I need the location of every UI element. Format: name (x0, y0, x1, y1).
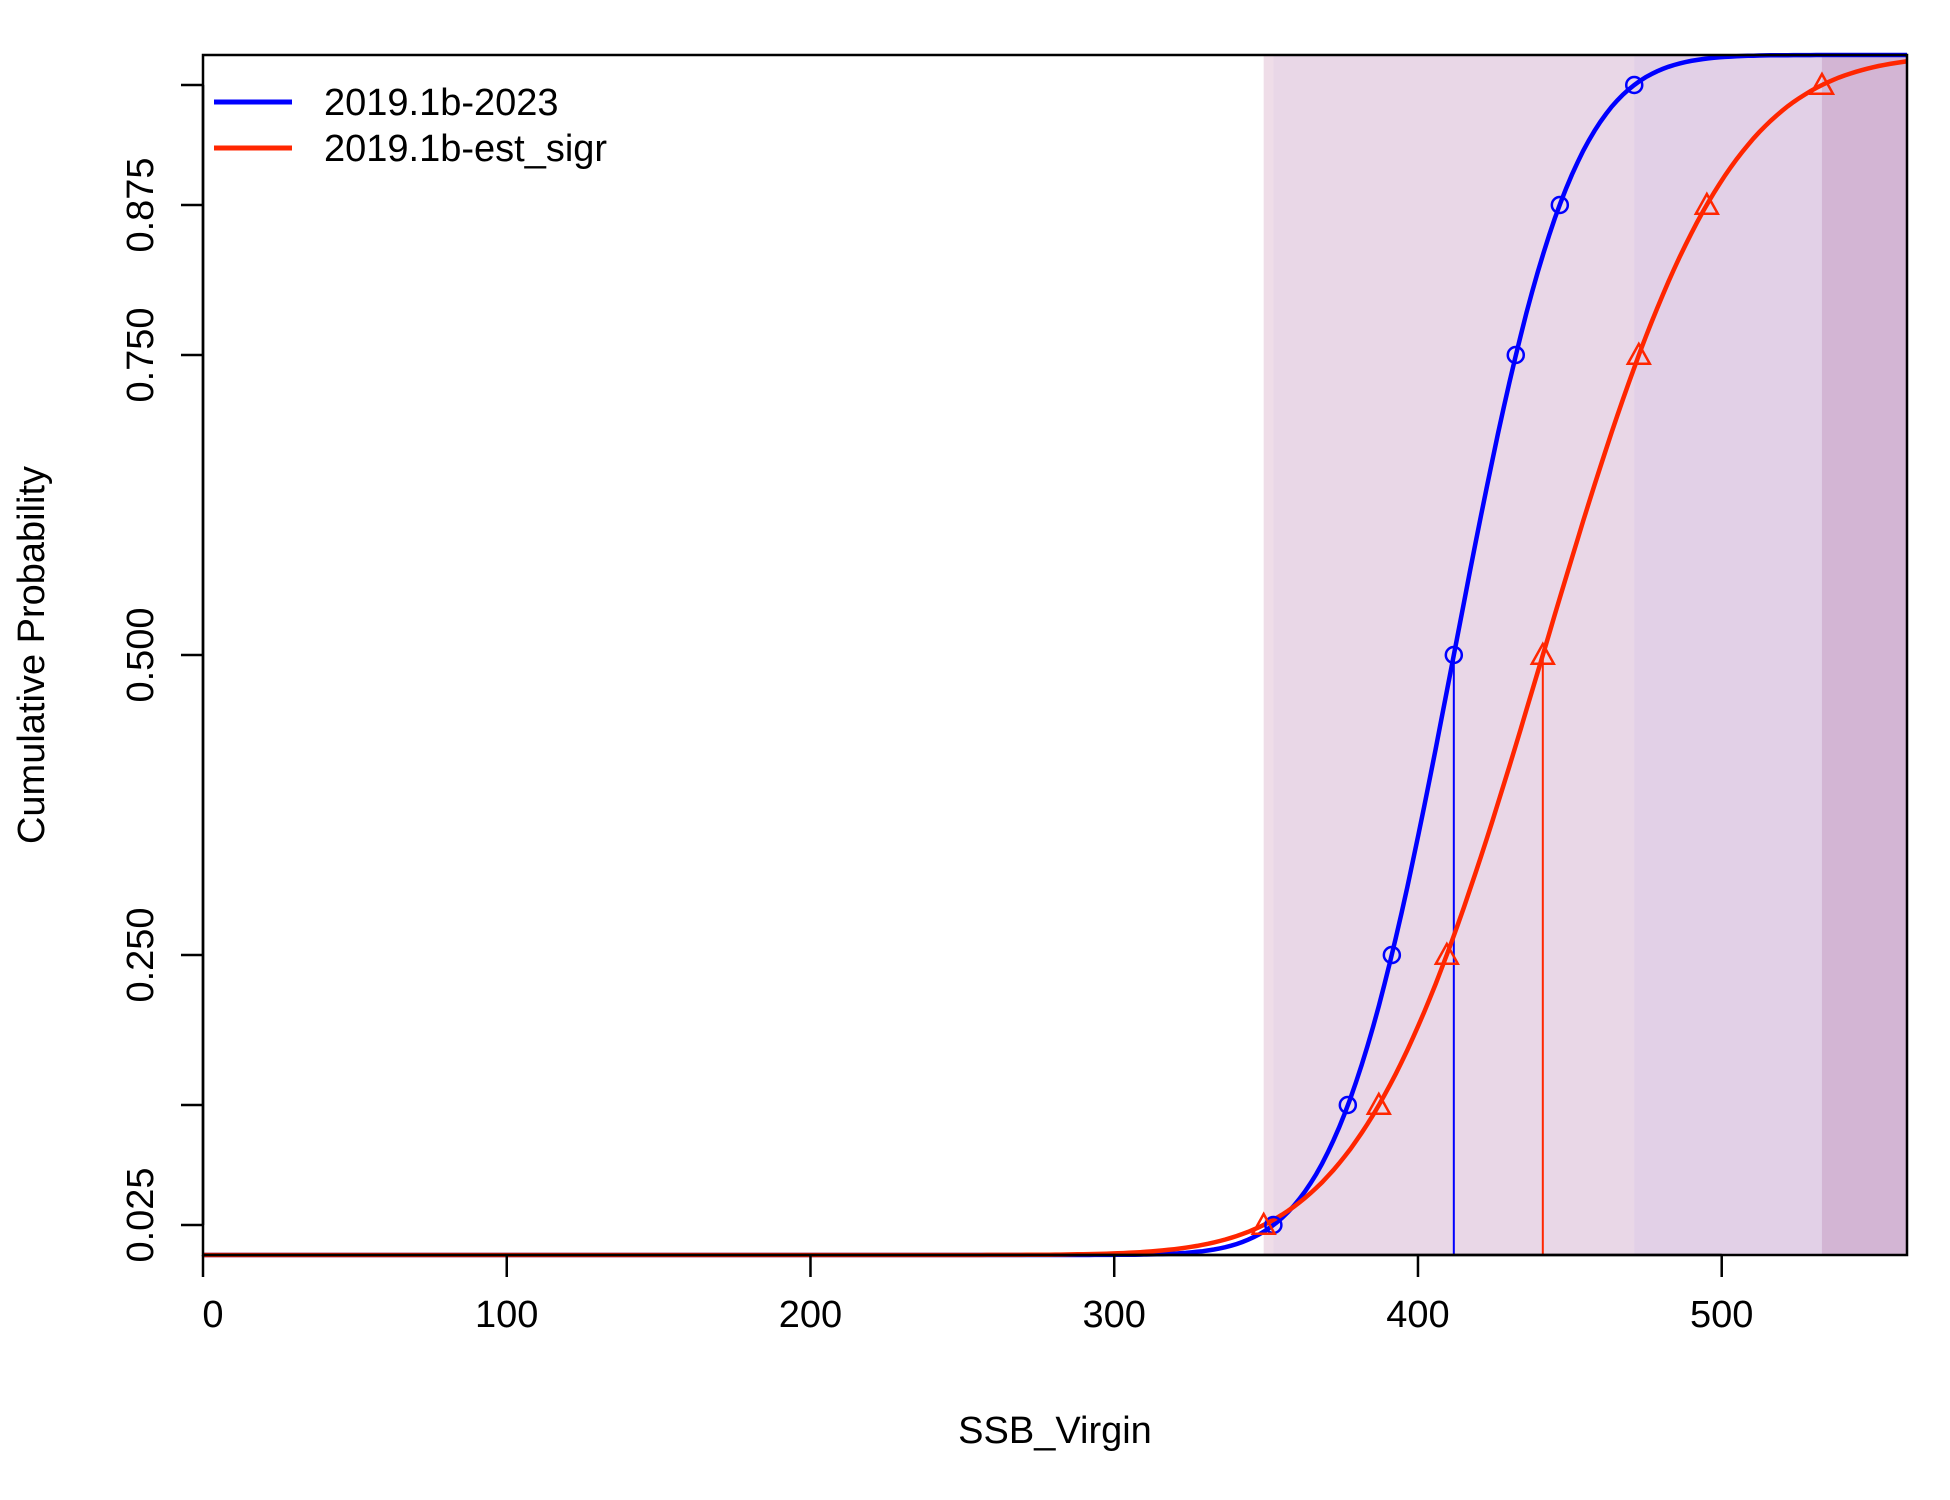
y-axis-label: Cumulative Probability (11, 466, 53, 844)
series-2-tail-fill (1821, 55, 1907, 1255)
series-2-quantile-point (1529, 641, 1556, 666)
x-tick-label: 400 (1386, 1294, 1449, 1336)
y-tick-label: 0.750 (120, 307, 162, 402)
x-tick-label: 500 (1690, 1294, 1753, 1336)
legend-label-series-2: 2019.1b-est_sigr (324, 128, 607, 170)
y-axis: 0.025 0.250 0.500 0.750 0.875 (120, 83, 205, 1263)
series-1-quantile-point (1506, 345, 1526, 365)
series-2-quantile-point (1433, 941, 1460, 966)
quantile-markers (1250, 71, 1836, 1236)
x-tick-label: 200 (779, 1294, 842, 1336)
y-tick-label: 0.875 (120, 157, 162, 252)
series-2-quantile-point (1808, 71, 1836, 96)
x-axis-label: SSB_Virgin (958, 1410, 1152, 1452)
x-tick-label: 300 (1083, 1294, 1146, 1336)
x-tick-label: 0 (202, 1294, 223, 1336)
y-tick-label: 0.250 (120, 907, 162, 1002)
series-2-quantile-point (1250, 1211, 1277, 1236)
series-1-quantile-point (1550, 195, 1570, 215)
series-2-quantile-point (1625, 341, 1652, 366)
probability-fill-areas (1263, 55, 1907, 1255)
y-tick-label: 0.025 (120, 1167, 162, 1262)
series-2-quantile-point (1365, 1091, 1392, 1116)
series-2-quantile-point (1693, 191, 1720, 216)
series-1-quantile-point (1382, 945, 1402, 965)
y-tick-label: 0.500 (120, 607, 162, 702)
x-axis: 0 100 200 300 400 500 (201, 1253, 1753, 1336)
series-1-quantile-point (1338, 1095, 1358, 1115)
series-1-quantile-point (1444, 645, 1464, 665)
x-tick-label: 100 (475, 1294, 538, 1336)
legend-label-series-1: 2019.1b-2023 (324, 82, 559, 124)
series-1-quantile-point (1624, 75, 1644, 95)
